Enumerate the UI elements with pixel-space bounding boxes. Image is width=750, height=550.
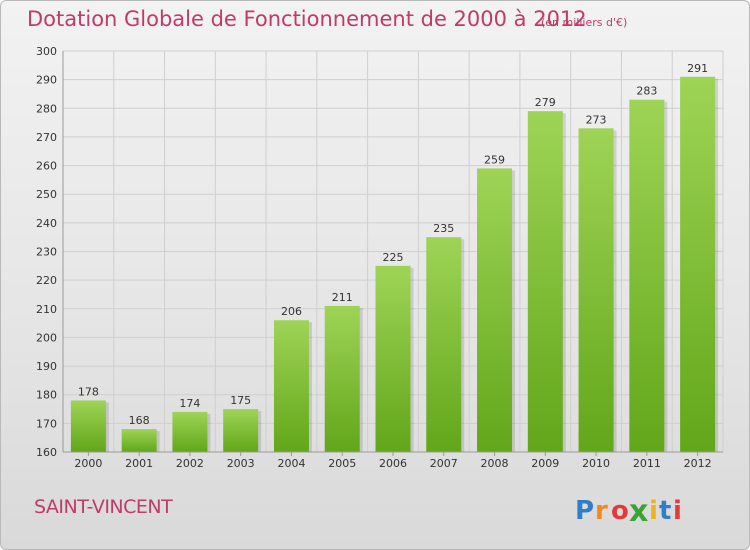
value-label: 225: [383, 251, 404, 264]
x-tick-label: 2004: [277, 457, 305, 470]
value-label: 291: [687, 62, 708, 75]
y-tick-label: 240: [36, 217, 57, 230]
y-tick-label: 270: [36, 131, 57, 144]
x-tick-label: 2007: [430, 457, 458, 470]
x-tick-label: 2006: [379, 457, 407, 470]
value-label: 174: [179, 397, 200, 410]
bar: [477, 168, 513, 452]
bar: [629, 99, 665, 452]
bar: [121, 429, 157, 452]
value-label: 259: [484, 153, 505, 166]
value-label: 235: [433, 222, 454, 235]
bar: [578, 128, 614, 452]
unit-note: (en milliers d'€): [541, 16, 628, 29]
y-tick-label: 260: [36, 160, 57, 173]
commune-name: SAINT-VINCENT: [34, 496, 173, 518]
y-tick-label: 170: [36, 417, 57, 430]
x-tick-label: 2005: [328, 457, 356, 470]
y-tick-label: 190: [36, 360, 57, 373]
y-tick-label: 300: [36, 45, 57, 58]
bar: [426, 237, 462, 452]
y-tick-label: 290: [36, 74, 57, 87]
y-tick-label: 250: [36, 188, 57, 201]
svg-text:i: i: [673, 496, 682, 526]
value-label: 273: [586, 113, 607, 126]
proxiti-logo[interactable]: P r o x i t i: [571, 489, 701, 529]
svg-text:i: i: [649, 496, 658, 526]
value-label: 168: [129, 414, 150, 427]
bar: [680, 76, 716, 453]
x-tick-label: 2008: [481, 457, 509, 470]
x-tick-label: 2003: [227, 457, 255, 470]
x-tick-label: 2012: [684, 457, 712, 470]
x-tick-label: 2010: [582, 457, 610, 470]
svg-text:t: t: [659, 496, 671, 526]
x-tick-label: 2009: [531, 457, 559, 470]
bar: [527, 111, 563, 453]
x-tick-label: 2002: [176, 457, 204, 470]
x-tick-label: 2011: [633, 457, 661, 470]
svg-text:P: P: [575, 496, 594, 526]
bars: 178 168 174 175 206 211 225 235 259 279 273 283 291: [70, 62, 719, 453]
svg-text:o: o: [611, 496, 629, 526]
value-label: 283: [636, 85, 657, 98]
bar: [172, 411, 208, 452]
value-label: 206: [281, 305, 302, 318]
svg-text:x: x: [629, 494, 648, 529]
y-tick-label: 160: [36, 446, 57, 459]
x-tick-label: 2001: [125, 457, 153, 470]
value-label: 178: [78, 385, 99, 398]
bar: [273, 320, 309, 452]
bar: [223, 409, 259, 452]
y-tick-label: 230: [36, 246, 57, 259]
y-tick-label: 220: [36, 274, 57, 287]
axes: 160 170 180 190 200 210 220 230 240 250 260 270 280 2…: [36, 45, 723, 470]
y-tick-label: 280: [36, 102, 57, 115]
y-tick-label: 200: [36, 331, 57, 344]
x-tick-label: 2000: [74, 457, 102, 470]
bar: [375, 265, 411, 452]
value-label: 279: [535, 96, 556, 109]
value-label: 211: [332, 291, 353, 304]
chart-title: Dotation Globale de Fonctionnement de 20…: [27, 7, 587, 31]
svg-text:r: r: [595, 496, 608, 526]
bar: [324, 305, 360, 452]
y-tick-label: 180: [36, 389, 57, 402]
bar: [70, 400, 106, 452]
y-tick-label: 210: [36, 303, 57, 316]
value-label: 175: [230, 394, 251, 407]
